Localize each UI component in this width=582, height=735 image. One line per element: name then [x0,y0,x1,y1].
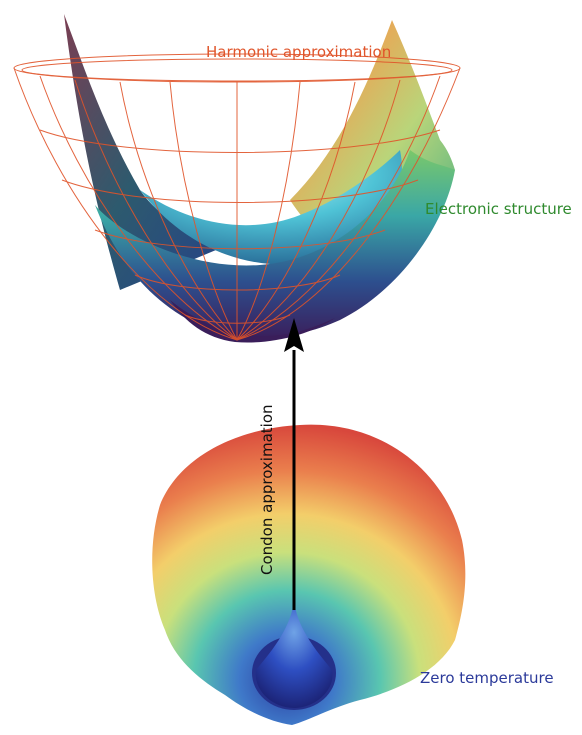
wireframe-line [236,81,301,341]
wavefunction-peak [255,600,333,708]
zero-temperature-surface [152,424,466,725]
wireframe-ring [94,229,386,250]
upper-surface-basin [140,150,402,265]
wireframe-line [236,81,356,341]
wireframe-line [236,79,401,341]
condon-arrow [284,318,304,610]
wireframe-rim-inner [21,58,453,82]
upper-surface-bowl [95,150,455,339]
wireframe-ring [184,314,291,324]
lower-distribution-body [152,424,466,725]
condon-arrow-head [284,318,304,352]
upper-surface-bottom [170,300,335,343]
condon-approximation-label: Condon approximation [258,404,276,575]
harmonic-wireframe [13,53,461,341]
wireframe-ring [39,129,441,153]
wireframe-line [74,79,238,341]
zero-temperature-label: Zero temperature [420,669,554,687]
wireframe-line [236,75,441,341]
wireframe-ring [134,274,341,291]
harmonic-approximation-label: Harmonic approximation [206,43,392,61]
electronic-structure-surface [64,14,455,343]
electronic-structure-label: Electronic structure [425,200,572,218]
wireframe-ring [61,179,419,203]
wireframe-line [119,81,238,341]
wireframe-line [169,81,238,341]
